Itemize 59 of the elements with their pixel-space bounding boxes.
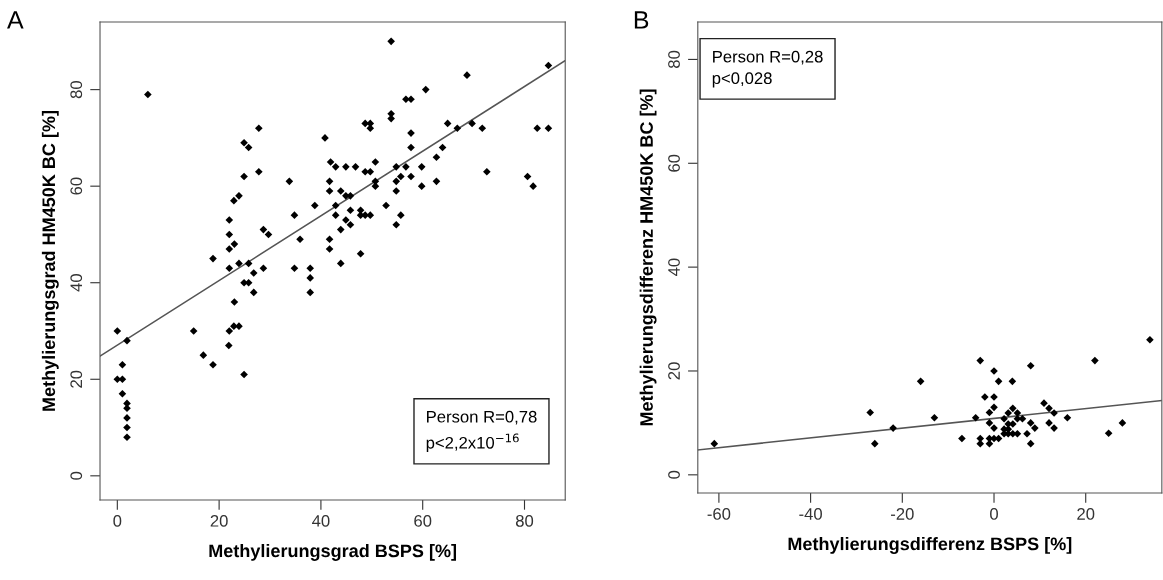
point bbox=[870, 439, 879, 448]
x-tick-label: 0 bbox=[990, 508, 998, 520]
text: A bbox=[7, 11, 24, 29]
point bbox=[1026, 361, 1035, 370]
point bbox=[1031, 424, 1039, 432]
point bbox=[1004, 409, 1013, 417]
point bbox=[958, 434, 966, 443]
y-tick-label: 0 bbox=[70, 471, 83, 480]
point bbox=[1023, 430, 1031, 438]
text: B bbox=[634, 11, 649, 29]
point bbox=[1026, 439, 1035, 448]
x-tick-label: 60 bbox=[414, 514, 432, 527]
point bbox=[1091, 356, 1099, 365]
point bbox=[916, 377, 925, 386]
point bbox=[994, 377, 1003, 386]
point bbox=[971, 413, 980, 422]
annotation: Person R=0,78 p<2,2x10$^{−16}$ bbox=[426, 410, 537, 452]
point bbox=[1045, 404, 1053, 413]
y-tick-label: 80 bbox=[70, 81, 83, 99]
x-tick-label: 0 bbox=[113, 514, 122, 527]
x-tick-label: -40 bbox=[799, 508, 822, 520]
y-tick-label: 0 bbox=[668, 470, 680, 479]
annotation: Person R=0,28 p<0,028 bbox=[712, 50, 823, 88]
point bbox=[930, 413, 939, 422]
point bbox=[1026, 419, 1035, 427]
point bbox=[889, 424, 897, 432]
y-tick-label: 60 bbox=[70, 177, 83, 195]
x-tick-label: 20 bbox=[1077, 508, 1095, 520]
point bbox=[1146, 336, 1154, 344]
y-tick-label: 20 bbox=[668, 362, 680, 380]
point bbox=[710, 439, 719, 448]
point bbox=[990, 403, 998, 412]
x-axis-title: Methylierungsdifferenz BSPS [%] bbox=[788, 537, 1072, 554]
y-tick-label: 80 bbox=[668, 50, 680, 68]
point bbox=[1018, 414, 1027, 423]
point bbox=[1009, 404, 1017, 413]
y-tick-label: 40 bbox=[668, 258, 680, 277]
point bbox=[1118, 419, 1127, 427]
point bbox=[1063, 413, 1072, 422]
point bbox=[1000, 414, 1008, 423]
point bbox=[976, 356, 985, 365]
x-tick-label: 20 bbox=[210, 514, 228, 527]
x-tick-label: -60 bbox=[707, 508, 731, 520]
point bbox=[981, 393, 989, 401]
x-tick-label: -20 bbox=[891, 508, 914, 520]
point bbox=[1104, 429, 1113, 438]
y-tick-label: 40 bbox=[70, 274, 83, 292]
point bbox=[1009, 420, 1017, 428]
point bbox=[866, 408, 875, 417]
point bbox=[1013, 409, 1022, 417]
x-tick-label: 80 bbox=[515, 514, 534, 527]
y-tick-label: 60 bbox=[668, 154, 680, 172]
point bbox=[1008, 377, 1017, 386]
y-axis-title: Methylierungsdifferenz HM450K BC [%] bbox=[639, 89, 657, 426]
x-axis-title: Methylierungsgrad BSPS [%] bbox=[209, 543, 457, 561]
point bbox=[985, 419, 994, 427]
y-tick-label: 20 bbox=[70, 370, 83, 388]
y-axis-title: Methylierungsgrad HM450K BC [%] bbox=[41, 111, 59, 411]
x-tick-label: 40 bbox=[312, 514, 330, 527]
